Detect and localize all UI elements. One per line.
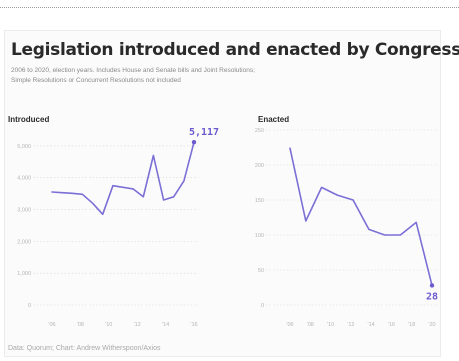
enacted-x-tick-label: '08 bbox=[307, 322, 314, 328]
chart-title: Legislation introduced and enacted by Co… bbox=[11, 40, 459, 60]
enacted-y-tick-label: 150 bbox=[255, 198, 264, 204]
introduced-y-tick-label: 5,000 bbox=[17, 144, 31, 150]
enacted-x-tick-label: '20 bbox=[428, 322, 435, 328]
introduced-x-tick-label: '10 bbox=[105, 322, 112, 328]
introduced-y-tick-label: 1,000 bbox=[17, 271, 31, 277]
enacted-x-tick-label: '12 bbox=[347, 322, 354, 328]
enacted-x-tick-label: '18 bbox=[408, 322, 415, 328]
enacted-x-tick-label: '10 bbox=[327, 322, 334, 328]
enacted-callout-point bbox=[429, 283, 435, 288]
chart-source: Data: Quorum; Chart: Andrew Witherspoon/… bbox=[8, 345, 161, 352]
introduced-x-tick-label: '12 bbox=[134, 322, 141, 328]
introduced-y-tick-label: 3,000 bbox=[17, 208, 31, 214]
introduced-y-tick-label: 2,000 bbox=[17, 239, 31, 245]
introduced-x-tick-label: '08 bbox=[77, 322, 84, 328]
enacted-y-tick-label: 100 bbox=[255, 233, 264, 239]
enacted-y-tick-label: 50 bbox=[258, 268, 264, 274]
subtitle-line-1: 2006 to 2020, election years. Includes H… bbox=[11, 67, 255, 74]
introduced-y-tick-label: 4,000 bbox=[17, 176, 31, 182]
introduced-x-tick-label: '14 bbox=[162, 322, 169, 328]
introduced-callout-point bbox=[191, 139, 197, 145]
subtitle-line-2: Simple Resolutions or Concurrent Resolut… bbox=[11, 77, 181, 84]
top-divider bbox=[0, 7, 459, 8]
enacted-x-tick-label: '14 bbox=[368, 322, 375, 328]
enacted-panel-title: Enacted bbox=[258, 115, 289, 124]
introduced-x-tick-label: '16 bbox=[190, 322, 197, 328]
introduced-panel-title: Introduced bbox=[8, 115, 49, 124]
enacted-y-tick-label: 0 bbox=[261, 303, 264, 309]
introduced-series-line bbox=[51, 141, 195, 216]
enacted-y-tick-label: 250 bbox=[255, 128, 264, 134]
introduced-callout-label: 5,117 bbox=[189, 127, 219, 138]
enacted-series-line bbox=[289, 147, 433, 287]
enacted-x-tick-label: '06 bbox=[286, 322, 293, 328]
enacted-callout-label: 28 bbox=[426, 291, 438, 302]
enacted-x-tick-label: '16 bbox=[388, 322, 395, 328]
chart-subtitle: 2006 to 2020, election years. Includes H… bbox=[11, 66, 431, 86]
introduced-x-tick-label: '06 bbox=[48, 322, 55, 328]
enacted-y-tick-label: 200 bbox=[255, 163, 264, 169]
introduced-y-tick-label: 0 bbox=[28, 303, 31, 309]
